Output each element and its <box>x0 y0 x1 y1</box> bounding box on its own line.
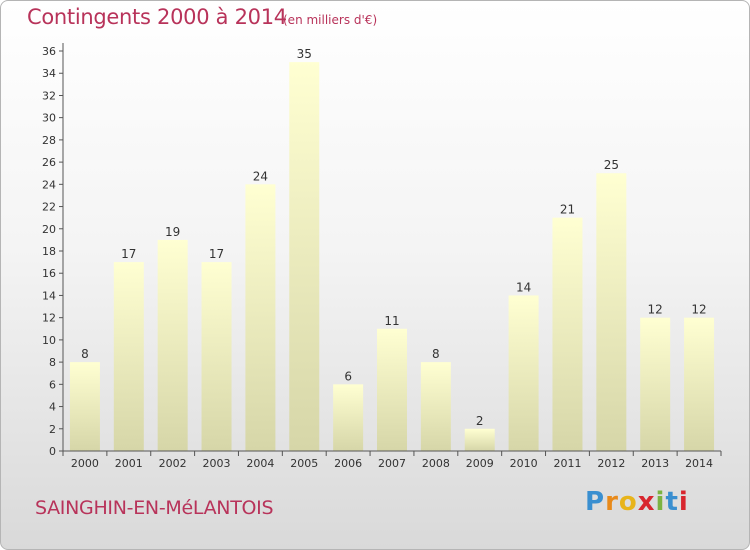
logo-letter: o <box>618 487 638 517</box>
logo-letter: P <box>585 487 606 517</box>
logo-letter: i <box>655 487 666 517</box>
data-label-2000: 8 <box>81 347 89 361</box>
y-tick-label: 14 <box>42 289 56 302</box>
bar-2005 <box>289 62 320 451</box>
data-label-2011: 21 <box>560 203 575 217</box>
bar-2006 <box>333 384 364 451</box>
y-tick-label: 28 <box>42 134 56 147</box>
bar-2000 <box>69 362 100 451</box>
data-label-2014: 12 <box>691 303 706 317</box>
x-tick-label-2010: 2010 <box>510 457 538 470</box>
bar-2011 <box>552 217 583 451</box>
data-label-2003: 17 <box>209 247 224 261</box>
x-tick-label-2000: 2000 <box>71 457 99 470</box>
bar-2007 <box>377 328 407 451</box>
y-tick-label: 24 <box>42 178 56 191</box>
data-label-2012: 25 <box>604 158 619 172</box>
y-tick-label: 36 <box>42 45 56 58</box>
y-tick-label: 8 <box>49 356 56 369</box>
x-tick-label-2008: 2008 <box>422 457 450 470</box>
y-tick-label: 6 <box>49 378 56 391</box>
y-tick-label: 30 <box>42 112 56 125</box>
y-tick-label: 10 <box>42 334 56 347</box>
x-tick-label-2003: 2003 <box>203 457 231 470</box>
y-tick-label: 12 <box>42 312 56 325</box>
x-axis: 2000 2001 2002 2003 2004 2005 2006 2007 2008 2009… <box>62 450 722 470</box>
x-tick-label-2012: 2012 <box>597 457 625 470</box>
data-label-2010: 14 <box>516 280 531 294</box>
data-label-2006: 6 <box>344 369 352 383</box>
logo-letter: i <box>678 487 689 517</box>
y-tick-label: 34 <box>42 67 56 80</box>
y-tick-label: 16 <box>42 267 56 280</box>
proxiti-logo: Proxiti <box>585 487 689 517</box>
x-tick-label-2005: 2005 <box>290 457 318 470</box>
commune-name: SAINGHIN-EN-MéLANTOIS <box>35 497 274 519</box>
bar-2013 <box>640 317 671 451</box>
x-tick-label-2007: 2007 <box>378 457 406 470</box>
x-tick-label-2006: 2006 <box>334 457 362 470</box>
bar-2014 <box>684 317 715 451</box>
data-label-2005: 35 <box>297 47 312 61</box>
logo-letter: t <box>665 487 679 517</box>
y-tick-label: 2 <box>49 423 56 436</box>
data-label-2013: 12 <box>648 303 663 317</box>
x-tick-label-2001: 2001 <box>115 457 143 470</box>
data-label-2001: 17 <box>121 247 136 261</box>
x-tick-label-2014: 2014 <box>685 457 713 470</box>
data-label-2008: 8 <box>432 347 440 361</box>
y-tick-label: 0 <box>49 445 56 458</box>
y-tick-label: 22 <box>42 201 56 214</box>
bar-2009 <box>464 428 495 451</box>
bar-2001 <box>113 262 144 451</box>
bars-group: 8 17 19 17 24 35 6 11 8 2 14 21 25 12 12 <box>69 47 715 452</box>
bar-2003 <box>201 262 232 451</box>
data-label-2004: 24 <box>253 169 268 183</box>
x-tick-label-2011: 2011 <box>553 457 581 470</box>
y-tick-label: 26 <box>42 156 56 169</box>
logo-letter: x <box>637 487 656 517</box>
bar-2002 <box>157 239 188 451</box>
data-label-2002: 19 <box>165 225 180 239</box>
bar-2010 <box>508 295 539 451</box>
y-tick-label: 32 <box>42 89 56 102</box>
data-label-2009: 2 <box>476 414 484 428</box>
bar-2012 <box>596 173 627 451</box>
bar-2004 <box>245 184 276 452</box>
x-tick-label-2004: 2004 <box>246 457 274 470</box>
x-tick-label-2013: 2013 <box>641 457 669 470</box>
y-tick-label: 20 <box>42 223 56 236</box>
bar-2008 <box>420 362 451 451</box>
x-tick-label-2002: 2002 <box>159 457 187 470</box>
x-tick-label-2009: 2009 <box>466 457 494 470</box>
logo-letter: r <box>605 487 619 517</box>
y-tick-label: 18 <box>42 245 56 258</box>
y-tick-label: 4 <box>49 401 56 414</box>
chart-unit: (en milliers d'€) <box>283 13 378 27</box>
data-label-2007: 11 <box>384 314 399 328</box>
chart-title: Contingents 2000 à 2014 <box>27 5 287 29</box>
